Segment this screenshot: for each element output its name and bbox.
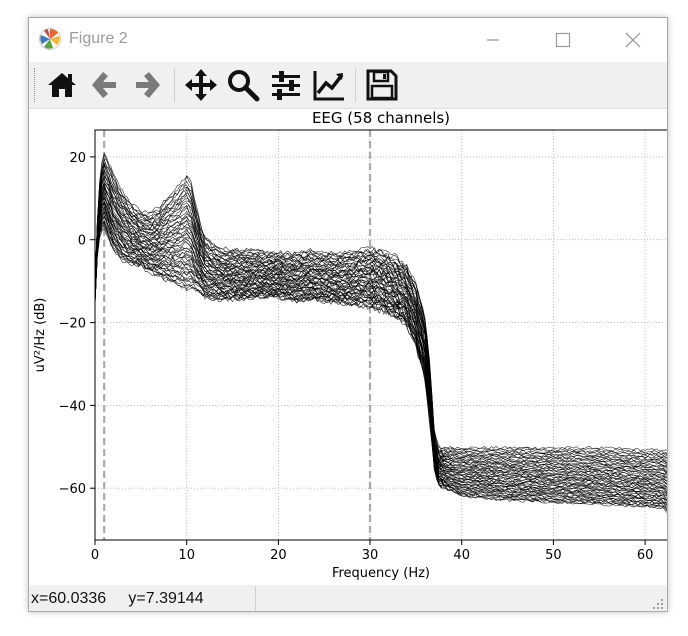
y-tick-label: −60 [59, 482, 86, 497]
y-tick-label: 20 [69, 151, 86, 166]
channel-trace [94, 225, 667, 512]
channel-trace [94, 168, 667, 466]
channel-trace [94, 220, 667, 506]
channel-trace [94, 178, 667, 473]
figure-window: Figure 2 [28, 17, 668, 612]
channel-trace [94, 182, 667, 479]
move-icon [185, 69, 217, 101]
line-chart-icon [313, 71, 344, 101]
zoom-button[interactable] [226, 67, 260, 103]
matplotlib-logo-icon [39, 28, 61, 50]
floppy-disk-icon [366, 69, 398, 101]
cursor-coordinates: x=60.0336 y=7.39144 [31, 590, 204, 607]
title-bar[interactable]: Figure 2 [29, 18, 667, 62]
maximize-button[interactable] [540, 18, 586, 62]
channel-trace [94, 194, 667, 485]
channel-trace [94, 183, 667, 477]
x-tick-label: 0 [91, 548, 99, 563]
status-separator [255, 587, 256, 611]
channel-trace [94, 186, 667, 479]
channel-trace [94, 182, 667, 475]
x-tick-label: 20 [270, 548, 287, 563]
close-button[interactable] [610, 18, 656, 62]
status-bar: x=60.0336 y=7.39144 [29, 585, 667, 611]
channel-trace [94, 227, 667, 513]
x-tick-label: 60 [637, 548, 654, 563]
home-button[interactable] [45, 67, 79, 103]
channel-trace [94, 163, 667, 463]
channel-trace [94, 215, 667, 504]
channel-trace [94, 182, 667, 474]
save-button[interactable] [365, 67, 399, 103]
toolbar-separator [174, 68, 175, 102]
home-icon [48, 73, 76, 97]
channel-trace [94, 208, 667, 496]
channel-trace [94, 161, 667, 459]
channel-trace [94, 191, 667, 481]
y-tick-label: −40 [59, 399, 86, 414]
resize-grip-icon[interactable] [652, 598, 664, 610]
channel-trace [94, 188, 667, 483]
channel-trace [94, 165, 667, 461]
channel-trace [94, 171, 667, 467]
navigation-toolbar [29, 62, 667, 109]
arrow-left-icon [92, 72, 116, 98]
minimize-icon [487, 39, 499, 41]
channel-trace [94, 196, 667, 488]
channel-trace [94, 158, 667, 459]
x-tick-label: 10 [178, 548, 195, 563]
channel-trace [94, 158, 667, 457]
channel-trace [94, 225, 667, 510]
forward-button[interactable] [130, 67, 164, 103]
y-tick-label: −20 [59, 317, 86, 332]
toolbar-separator [355, 68, 356, 102]
channel-trace [94, 220, 667, 509]
channel-trace [94, 169, 667, 464]
subplots-button[interactable] [269, 67, 303, 103]
pan-button[interactable] [184, 67, 218, 103]
channel-trace [94, 187, 667, 479]
channel-trace [94, 198, 667, 487]
channel-trace [94, 202, 667, 495]
channel-trace [94, 193, 667, 484]
toolbar-grip[interactable] [34, 68, 38, 102]
x-axis-label: Frequency (Hz) [332, 566, 430, 581]
window-title: Figure 2 [69, 30, 128, 47]
channel-traces [94, 152, 667, 513]
x-ticks: 0 10 20 30 40 50 60 [91, 540, 654, 563]
channel-trace [94, 176, 667, 468]
maximize-icon [555, 32, 571, 48]
back-button[interactable] [88, 67, 122, 103]
minimize-button[interactable] [470, 18, 516, 62]
channel-trace [94, 222, 667, 512]
plot-title: EEG (58 channels) [312, 109, 450, 127]
marker-lines [103, 130, 372, 540]
axes-frame [94, 129, 667, 541]
channel-trace [94, 169, 667, 467]
channel-trace [94, 203, 667, 494]
eeg-psd-plot[interactable]: 0 10 20 30 40 50 60 20 0 −20 −40 −60 EEG (58 chann… [29, 109, 668, 585]
channel-trace [94, 211, 667, 501]
channel-trace [94, 152, 667, 452]
x-tick-label: 50 [545, 548, 562, 563]
channel-trace [94, 214, 667, 506]
edit-axis-button[interactable] [312, 67, 346, 103]
figure-canvas[interactable]: 0 10 20 30 40 50 60 20 0 −20 −40 −60 EEG (58 chann… [29, 109, 667, 585]
arrow-right-icon [136, 72, 160, 98]
channel-trace [94, 164, 667, 464]
y-ticks: 20 0 −20 −40 −60 [59, 151, 95, 497]
close-icon [625, 32, 641, 48]
channel-trace [94, 206, 667, 497]
x-tick-label: 30 [362, 548, 379, 563]
y-tick-label: 0 [78, 234, 86, 249]
sliders-icon [272, 71, 300, 100]
y-axis-label: uV²/Hz (dB) [33, 298, 48, 373]
x-tick-label: 40 [453, 548, 470, 563]
channel-trace [94, 180, 667, 474]
channel-trace [94, 185, 667, 482]
channel-trace [94, 201, 667, 491]
magnifier-icon [228, 70, 260, 102]
channel-trace [94, 175, 667, 470]
